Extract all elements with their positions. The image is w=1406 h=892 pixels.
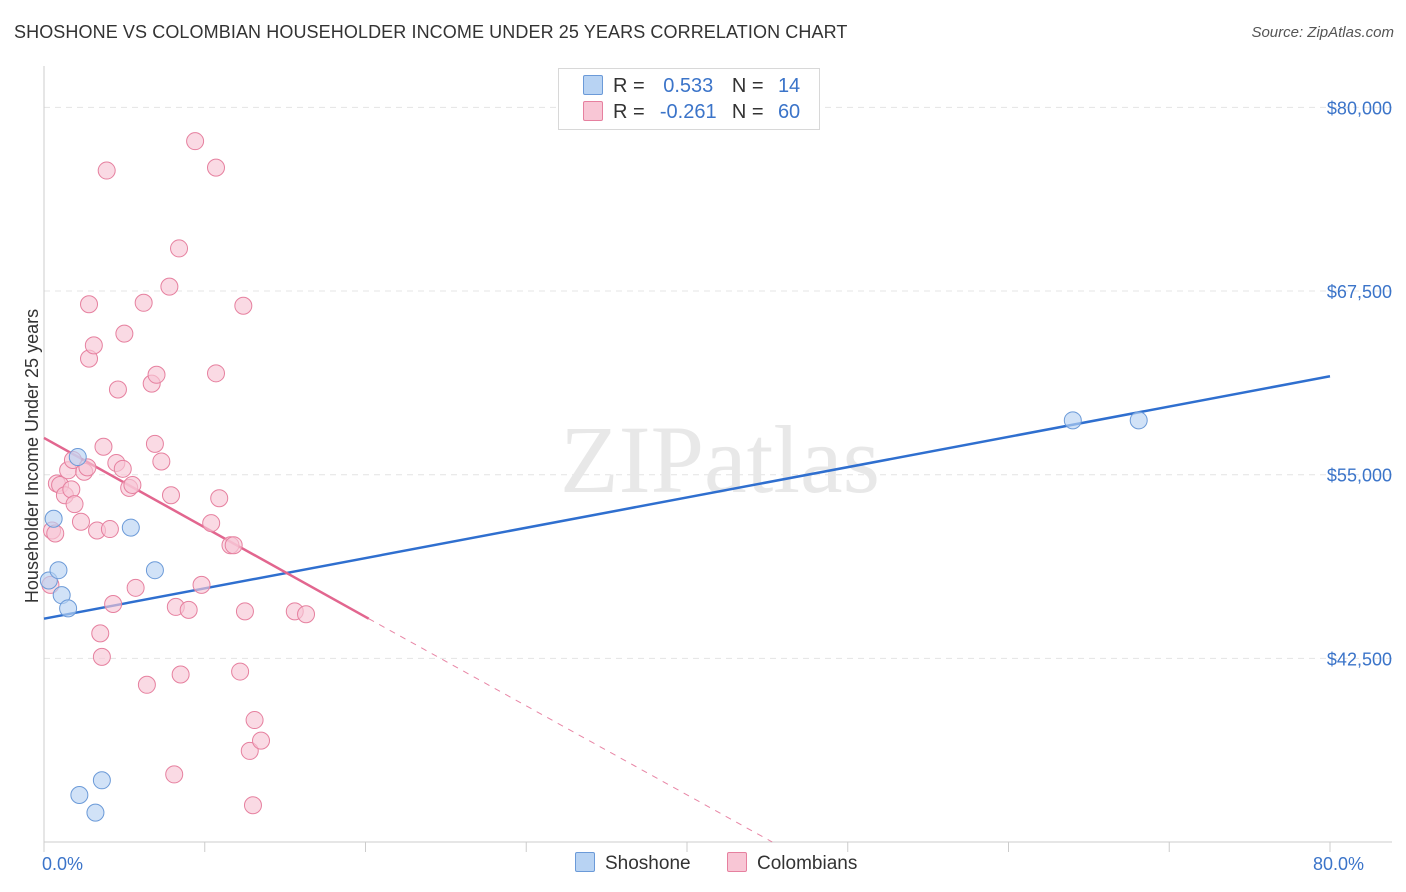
label-layer: $80,000 $67,500 $55,000 $42,500 0.0% 80.0% [42,98,1392,874]
trend-line-shoshone [43,375,1331,620]
data-point-colombians [297,605,316,624]
data-point-colombians [245,711,264,730]
points-layer [39,132,1148,822]
data-point-colombians [100,520,119,539]
legend-colombians-r-label: R = [613,101,645,123]
data-point-colombians [210,489,229,508]
x-tick-label: 80.0% [1313,854,1364,874]
grid-layer [44,106,1392,659]
watermark: ZIPatlas [560,406,880,513]
legend-shoshone-n-label: N = [731,75,764,97]
data-point-colombians [123,475,142,494]
colombians-swatch [583,101,603,121]
data-point-shoshone [92,771,111,790]
data-point-colombians [186,132,205,151]
legend-row-colombians: R = -0.261 N = 60 [583,101,809,127]
data-point-colombians [165,765,184,784]
data-point-colombians [94,437,113,456]
y-tick-label: $55,000 [1327,466,1392,486]
shoshone-swatch [583,75,603,95]
chart-source: Source: ZipAtlas.com [1251,24,1394,41]
data-point-shoshone [68,448,87,467]
data-point-colombians [65,495,84,514]
data-point-colombians [161,486,180,505]
chart-title: SHOSHONE VS COLOMBIAN HOUSEHOLDER INCOME… [14,22,848,42]
legend-colombians-n-value: 60 [777,101,801,123]
data-point-shoshone [145,561,164,580]
data-point-colombians [160,277,179,296]
data-point-colombians [126,578,145,597]
data-point-shoshone [59,599,78,618]
data-point-colombians [134,293,153,312]
data-point-colombians [62,480,81,499]
data-point-colombians [192,575,211,594]
data-point-colombians [243,796,262,815]
data-point-colombians [137,675,156,694]
data-point-colombians [147,365,166,384]
data-point-colombians [234,296,253,315]
data-point-colombians [108,380,127,399]
data-point-shoshone [86,803,105,822]
data-point-colombians [84,336,103,355]
data-point-shoshone [70,785,89,804]
legend-shoshone-n-value: 14 [777,75,801,97]
data-point-colombians [202,514,221,533]
legend-colombians-r-value: -0.261 [659,101,717,123]
data-point-shoshone [121,518,140,537]
data-point-colombians [91,624,110,643]
y-tick-label: $42,500 [1327,649,1392,669]
legend-shoshone-r-label: R = [613,75,645,97]
data-point-colombians [207,364,226,383]
trend-line-colombians [368,618,773,843]
data-point-colombians [104,594,123,613]
data-point-colombians [97,161,116,180]
bottom-legend-colombians: Colombians [727,852,857,875]
data-point-colombians [235,602,254,621]
bottom-colombians-label: Colombians [757,853,858,874]
bottom-shoshone-swatch [575,852,595,872]
data-point-shoshone [49,561,68,580]
bottom-legend-shoshone: Shoshone [575,852,691,875]
data-point-colombians [207,158,226,177]
data-point-colombians [171,665,190,684]
data-point-colombians [152,452,171,471]
axis-layer [43,66,1392,852]
data-point-colombians [240,741,259,760]
data-point-shoshone [1063,411,1082,430]
data-point-shoshone [44,509,63,528]
x-tick-label: 0.0% [42,854,83,874]
data-point-colombians [170,239,189,258]
legend-shoshone-r-value: 0.533 [663,75,714,97]
data-point-colombians [115,324,134,343]
data-point-colombians [224,536,243,555]
y-axis-label: Householder Income Under 25 years [22,309,42,603]
data-point-colombians [92,647,111,666]
y-tick-label: $67,500 [1327,282,1392,302]
data-point-colombians [71,512,90,531]
correlation-legend: R = 0.533 N = 14 R = -0.261 N = 60 [558,68,820,130]
data-point-colombians [231,662,250,681]
legend-colombians-n-label: N = [731,101,764,123]
data-point-colombians [179,600,198,619]
data-point-colombians [252,731,271,750]
data-point-colombians [113,459,132,478]
data-point-shoshone [1129,411,1148,430]
y-tick-label: $80,000 [1327,98,1392,118]
legend-row-shoshone: R = 0.533 N = 14 [583,75,809,101]
bottom-colombians-swatch [727,852,747,872]
data-point-colombians [80,295,99,314]
data-point-colombians [145,434,164,453]
bottom-shoshone-label: Shoshone [605,853,691,874]
